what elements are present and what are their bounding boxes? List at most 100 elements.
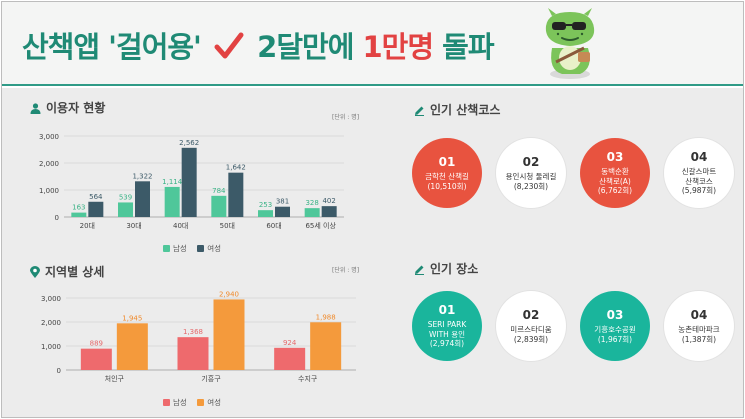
bar-value-label: 1,642 (226, 164, 246, 172)
region-chart-legend: 남성 여성 (163, 397, 229, 408)
rank-circle-04: 04 농촌테마파크 (1,387회) (664, 291, 734, 361)
bar-value-label: 402 (322, 197, 335, 205)
checkmark-icon (214, 32, 244, 59)
y-tick-label: 0 (57, 367, 61, 375)
rank-name: 산책로(A) (599, 176, 631, 186)
bar-female (275, 206, 290, 217)
legend-female-label: 여성 (207, 398, 222, 407)
bar-male (80, 348, 112, 370)
rank-circle-01: 01 금학천 산책길 (10,510회) (412, 138, 482, 208)
users-unit-label: [단위 : 명] (332, 114, 360, 121)
bar-male (258, 210, 273, 217)
bar-male (304, 208, 320, 217)
header-banner: 산책앱 '걸어용' 2달만에 1만명 돌파 (2, 2, 743, 86)
bar-female (228, 172, 244, 217)
region-bar-chart: 0 1,000 2,000 3,000 889 1,945 처인구 1,368 2,940 기흥구… (41, 290, 356, 383)
y-tick-label: 2,000 (39, 160, 59, 168)
rank-circle-02: 02 용인시청 둘레길 (8,230회) (496, 138, 566, 208)
bar-male (71, 212, 87, 217)
bar-male (118, 202, 133, 217)
rank-number: 04 (690, 308, 708, 323)
rank-number: 04 (690, 150, 708, 165)
age-bar-chart: 0 1,000 2,000 3,000 163 564 20대 539 1,322 30대 1,11… (39, 133, 344, 230)
region-section-label: 지역별 상세 (45, 265, 105, 279)
rank-count: (6,762회) (597, 186, 633, 196)
rank-number: 03 (606, 308, 624, 323)
legend-female-label: 여성 (207, 244, 222, 253)
rank-name: 동백순환 (601, 167, 629, 177)
rank-name: 신갈스마트 (681, 167, 717, 177)
rank-count: (2,839회) (513, 334, 549, 344)
y-tick-label: 1,000 (41, 343, 61, 351)
x-tick-label: 30대 (126, 222, 141, 230)
x-tick-label: 50대 (220, 222, 235, 230)
rank-circle-01: 01 SERI PARK WITH 용인 (2,974회) (412, 291, 482, 361)
users-section-label: 이용자 현황 (46, 101, 106, 115)
rank-count: (5,987회) (681, 186, 717, 196)
legend-item-male: 남성 (163, 244, 187, 253)
rank-number: 03 (606, 150, 624, 165)
bar-male (211, 195, 227, 217)
rank-name: SERI PARK (427, 320, 467, 330)
title-breakthrough: 돌파 (442, 30, 494, 64)
bar-value-label: 2,562 (179, 139, 199, 147)
legend-male-label: 남성 (173, 398, 187, 407)
rank-count: (2,974회) (429, 339, 465, 349)
bar-value-label: 539 (119, 193, 132, 201)
rank-circle-04: 04 신갈스마트 산책코스 (5,987회) (664, 138, 734, 208)
pencil-icon (415, 106, 424, 116)
rank-circle-03: 03 동백순환 산책로(A) (6,762회) (580, 138, 650, 208)
bar-value-label: 381 (276, 198, 289, 206)
places-section-title: 인기 장소 (414, 260, 478, 277)
bar-female (321, 206, 337, 217)
rank-name: WITH 용인 (428, 329, 466, 339)
bar-female (116, 323, 148, 370)
rank-number: 02 (522, 155, 540, 170)
bar-male (274, 347, 306, 370)
bar-value-label: 1,945 (122, 314, 142, 322)
bar-male (177, 337, 209, 370)
x-tick-label: 40대 (173, 222, 188, 230)
bar-value-label: 564 (89, 193, 103, 201)
y-tick-label: 0 (55, 214, 59, 222)
legend-male-label: 남성 (173, 244, 187, 253)
y-tick-label: 1,000 (39, 187, 59, 195)
bar-value-label: 163 (72, 204, 85, 212)
bar-value-label: 1,988 (316, 313, 336, 321)
y-tick-label: 3,000 (39, 133, 59, 141)
x-tick-label: 수지구 (298, 374, 318, 383)
bar-female (310, 322, 342, 370)
bar-value-label: 1,368 (183, 328, 203, 336)
rank-count: (1,967회) (597, 334, 633, 344)
rank-count: (1,387회) (681, 334, 717, 344)
y-tick-label: 2,000 (41, 319, 61, 327)
x-tick-label: 60대 (266, 222, 281, 230)
rank-name: 기흥호수공원 (594, 325, 636, 335)
bar-female (88, 201, 104, 217)
bar-value-label: 1,322 (132, 172, 152, 180)
legend-item-female: 여성 (197, 244, 221, 253)
region-section-title: 지역별 상세 (30, 263, 104, 280)
rank-circle-03: 03 기흥호수공원 (1,967회) (580, 291, 650, 361)
x-tick-label: 처인구 (105, 374, 125, 383)
rank-number: 02 (522, 308, 540, 323)
rank-circle-02: 02 미르스타디움 (2,839회) (496, 291, 566, 361)
rank-name: 금학천 산책길 (425, 172, 469, 182)
legend-item-male: 남성 (163, 398, 187, 407)
bar-value-label: 889 (90, 340, 103, 348)
bar-female (213, 299, 245, 370)
bar-value-label: 328 (305, 199, 318, 207)
places-section-label: 인기 장소 (430, 262, 479, 276)
rank-count: (10,510회) (427, 181, 467, 191)
bar-female (135, 181, 150, 217)
age-chart-legend: 남성 여성 (163, 243, 229, 254)
dragon-mascot-icon (545, 8, 595, 79)
rank-name: 산책코스 (685, 176, 713, 186)
map-pin-icon (30, 266, 40, 278)
title-app-name: 산책앱 '걸어용' (22, 30, 202, 64)
rank-name: 미르스타디움 (510, 325, 552, 335)
title-period: 2달만에 (257, 30, 354, 64)
bar-male (164, 186, 180, 217)
legend-item-female: 여성 (197, 398, 221, 407)
